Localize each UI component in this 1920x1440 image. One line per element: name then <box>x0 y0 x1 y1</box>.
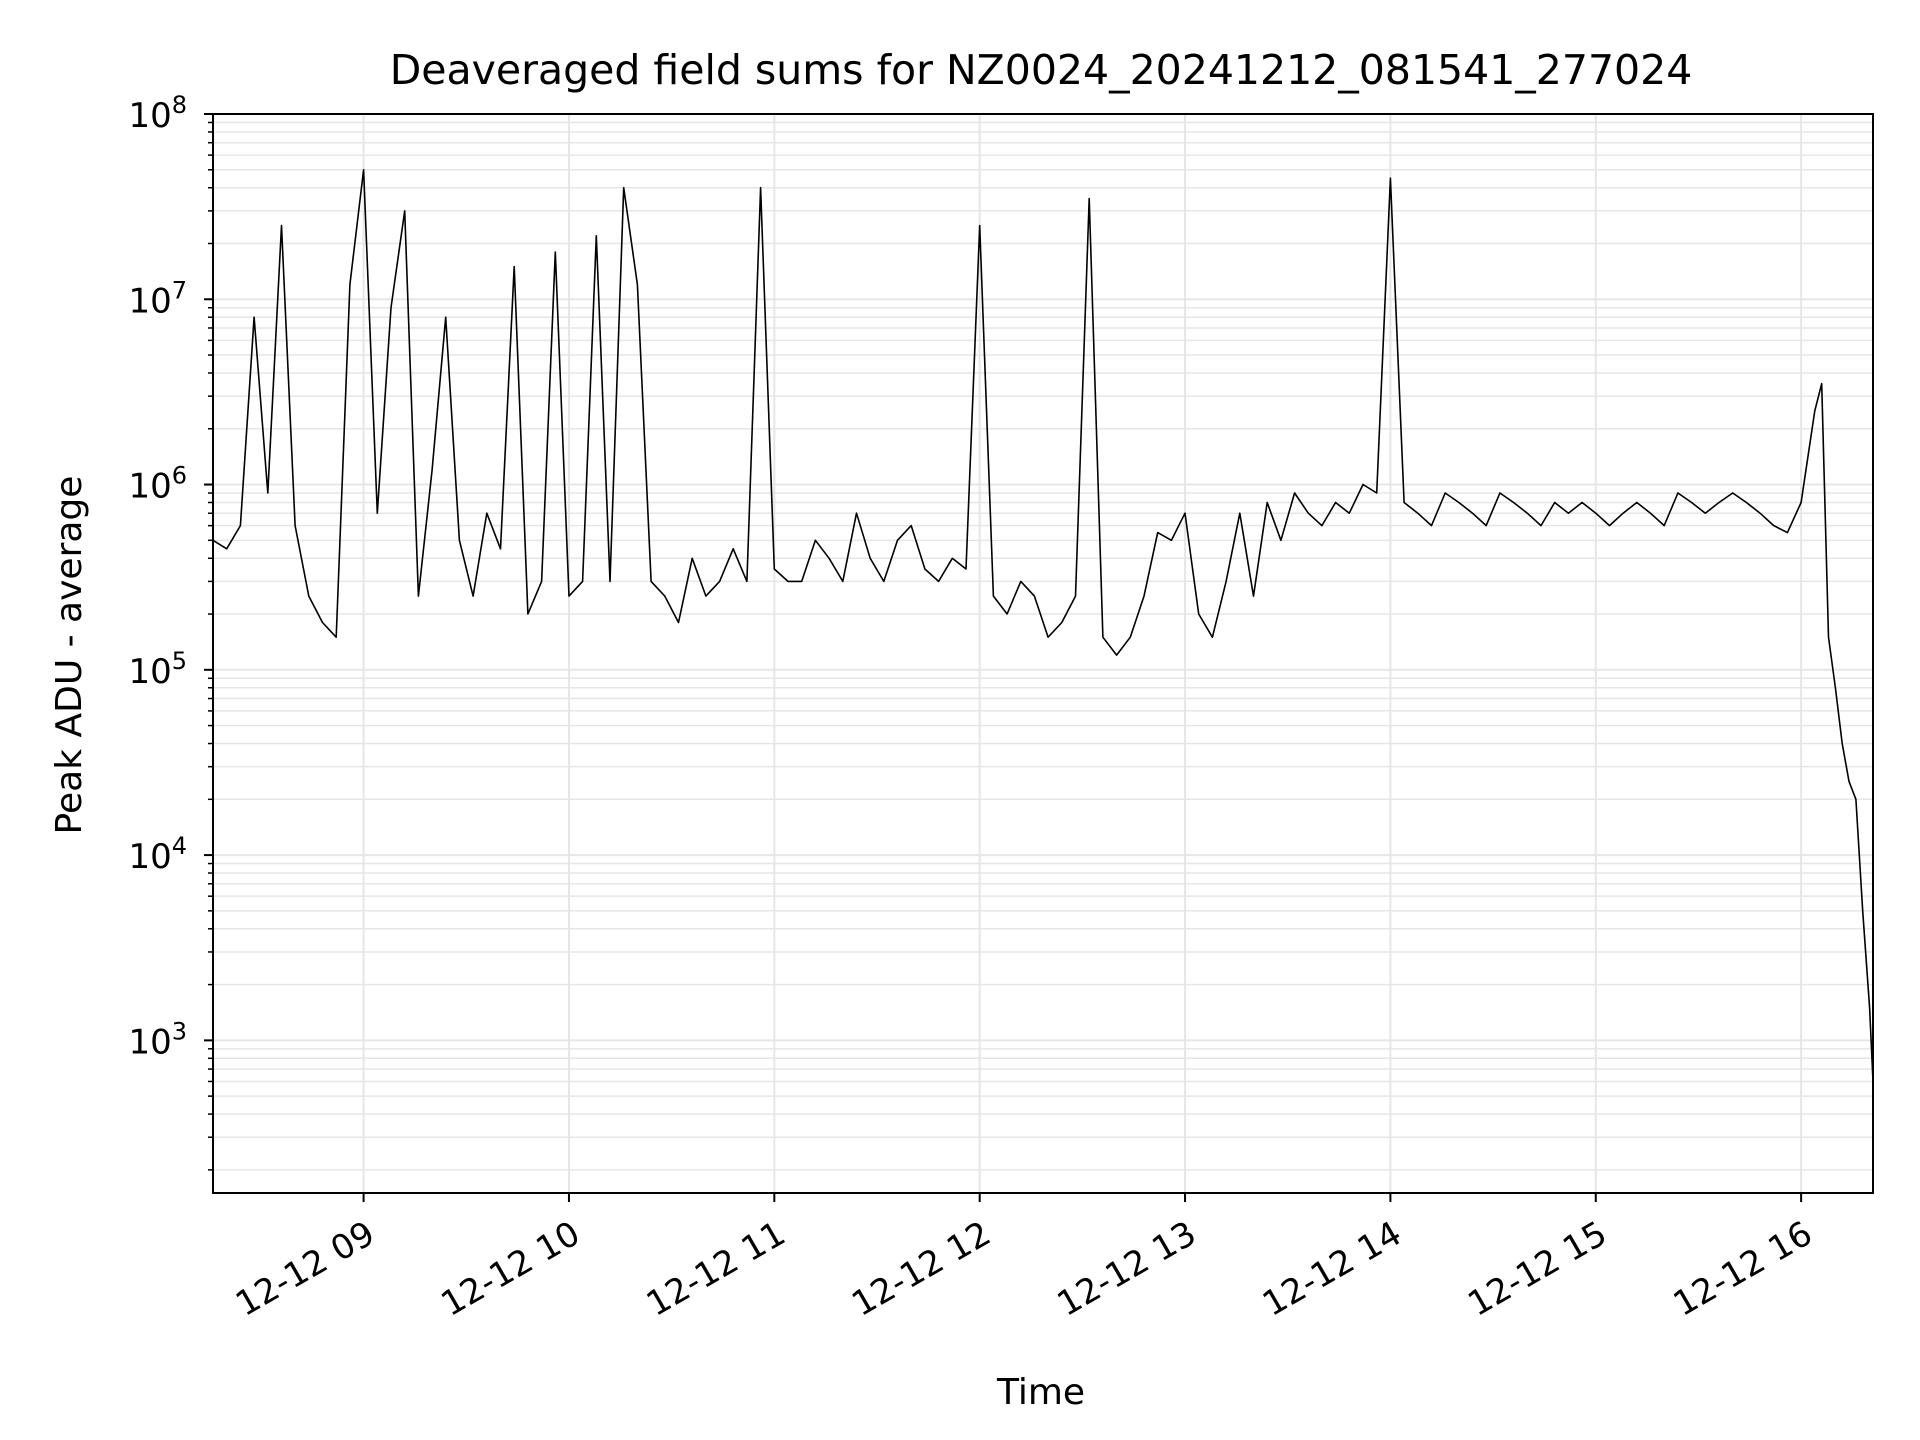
x-axis-label: Time <box>996 1372 1085 1413</box>
data-layer <box>212 169 1874 1082</box>
series-line <box>212 169 1874 1082</box>
y-tick-label: 108 <box>128 91 187 136</box>
chart-title: Deaveraged field sums for NZ0024_2024121… <box>390 46 1693 94</box>
grid <box>213 113 1873 1193</box>
plot-frame <box>212 113 1874 1194</box>
y-tick-label: 105 <box>128 647 187 692</box>
y-axis-label: Peak ADU - average <box>49 476 90 835</box>
y-tick-label: 103 <box>128 1017 187 1062</box>
y-tick-label: 104 <box>128 832 187 877</box>
y-tick-label: 106 <box>128 462 187 507</box>
y-tick-label: 107 <box>128 276 187 321</box>
